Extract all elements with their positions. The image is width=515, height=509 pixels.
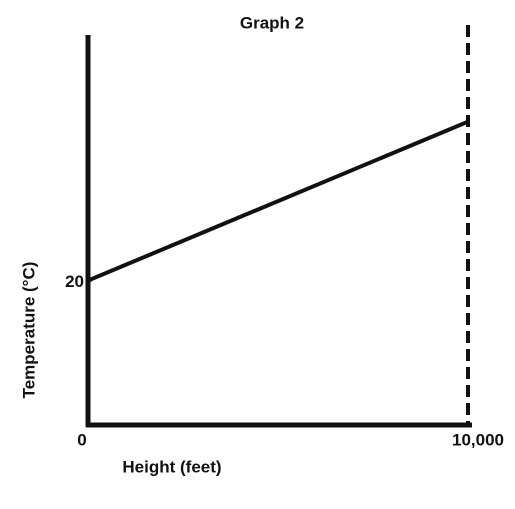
y-tick-label: 20 xyxy=(65,272,84,291)
y-axis-label: Temperature (°C) xyxy=(19,262,38,399)
chart-title: Graph 2 xyxy=(240,13,304,32)
x-tick-label: 0 xyxy=(77,430,86,449)
x-tick-label: 10,000 xyxy=(452,430,504,449)
data-line xyxy=(87,119,469,283)
x-axis-label: Height (feet) xyxy=(122,457,221,476)
